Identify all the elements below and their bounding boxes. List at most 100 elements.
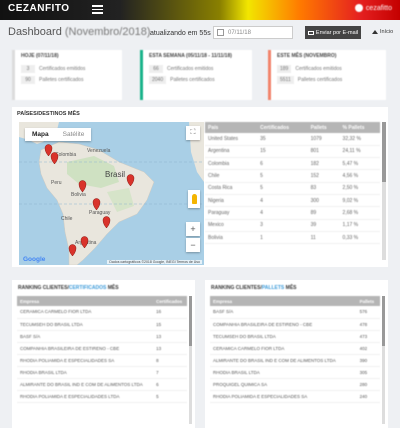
table-row[interactable]: TECUMSEH DO BRASIL LTDA 15: [17, 318, 187, 331]
heading-part: MÊS: [106, 285, 119, 291]
fullscreen-icon[interactable]: ⛶: [186, 126, 200, 140]
table-cell: 15: [257, 145, 308, 159]
table-row[interactable]: RHODIA POLIAMIDA E ESPECIALIDADES SA 240: [210, 390, 380, 404]
table-cell: 1079: [307, 133, 340, 146]
table-row[interactable]: RHODIA BRASIL LTDA 305: [210, 366, 380, 380]
table-cell: ALMIRANTE DO BRASIL IND E COM DE ALIMENT…: [210, 354, 357, 367]
table-cell: Argentina: [205, 145, 258, 159]
table-cell: Paraguay: [205, 206, 258, 220]
date-value: 07/11/18: [228, 29, 251, 36]
table-cell: 35: [257, 133, 308, 146]
table-cell: 1: [257, 231, 308, 245]
table-cell: 5,47 %: [339, 157, 380, 171]
table-cell: 13: [153, 342, 187, 355]
stat-label: Certificados emitidos: [39, 66, 86, 72]
send-email-button[interactable]: Enviar por E-mail: [305, 26, 361, 39]
zoom-out-button[interactable]: −: [186, 238, 200, 252]
countries-scrollbar[interactable]: [382, 122, 386, 260]
col-header[interactable]: Empresa: [17, 296, 154, 306]
update-countdown: atualizando em 55s: [150, 30, 211, 37]
pegman-icon[interactable]: [188, 190, 200, 208]
table-row[interactable]: Paraguay 4 89 2,68 %: [205, 206, 380, 220]
table-cell: 83: [307, 182, 340, 195]
table-cell: 5: [257, 169, 308, 183]
table-cell: 576: [356, 306, 380, 319]
table-cell: 39: [307, 219, 340, 232]
table-cell: 1,17 %: [339, 219, 380, 232]
table-row[interactable]: CERAMICA CARMELO FIOR LTDA 402: [210, 342, 380, 355]
map-attribution[interactable]: Dados cartográficos ©2018 Google, INEGI …: [107, 260, 202, 264]
table-row[interactable]: Nigeria 4 300 9,02 %: [205, 194, 380, 208]
table-row[interactable]: CERAMICA CARMELO FIOR LTDA 16: [17, 306, 187, 319]
table-cell: Mexico: [205, 219, 258, 232]
table-row[interactable]: RHODIA POLIAMIDA E ESPECIALIDADES SA 8: [17, 354, 187, 367]
ranking-heading: RANKING CLIENTES/CERTIFICADOS MÊS: [18, 285, 119, 291]
menu-icon[interactable]: [92, 5, 103, 14]
tab-satellite[interactable]: Satélite: [62, 131, 85, 138]
table-cell: 32,32 %: [339, 133, 380, 146]
page-title-text: Dashboard: [8, 26, 62, 38]
table-row[interactable]: COMPANHIA BRASILEIRA DE ESTIRENO - CBE 13: [17, 342, 187, 355]
table-cell: BASF S/A: [17, 330, 154, 343]
mail-icon: [307, 30, 314, 35]
stat-row: 5511 Palletes certificados: [277, 76, 380, 84]
col-header[interactable]: Pallets: [356, 296, 380, 306]
table-cell: 11: [307, 231, 340, 245]
stat-row: 90 Palletes certificados: [21, 76, 116, 84]
table-cell: 7: [153, 366, 187, 380]
table-row[interactable]: BASF S/A 576: [210, 306, 380, 319]
svg-text:Chile: Chile: [61, 216, 73, 222]
table-row[interactable]: ALMIRANTE DO BRASIL IND E COM DE ALIMENT…: [17, 378, 187, 392]
zoom-in-button[interactable]: +: [186, 222, 200, 236]
ranking-pallets-table: Empresa Pallets BASF S/A 576 COMPANHIA BRA…: [210, 296, 380, 404]
table-row[interactable]: COMPANHIA BRASILEIRA DE ESTIRENO - CBE 47…: [210, 318, 380, 331]
table-row[interactable]: RHODIA POLIAMIDA E ESPECIALIDADES LTDA 5: [17, 390, 187, 404]
table-cell: 478: [356, 318, 380, 331]
table-cell: 300: [307, 194, 340, 208]
stat-label: Palletes certificados: [39, 77, 84, 83]
brand-logo[interactable]: CEZANFITO: [8, 3, 70, 14]
date-input[interactable]: 07/11/18: [213, 26, 293, 39]
table-row[interactable]: Chile 5 152 4,56 %: [205, 169, 380, 183]
heading-part: RANKING CLIENTES/: [211, 285, 262, 291]
map-view[interactable]: Venezuela Colombia Brasil Peru Bolivia P…: [19, 122, 204, 265]
table-cell: 16: [153, 306, 187, 319]
table-row[interactable]: Costa Rica 5 83 2,50 %: [205, 182, 380, 195]
table-row[interactable]: RHODIA BRASIL LTDA 7: [17, 366, 187, 380]
table-cell: 9,02 %: [339, 194, 380, 208]
table-row[interactable]: Colombia 6 182 5,47 %: [205, 157, 380, 171]
table-row[interactable]: TECUMSEH DO BRASIL LTDA 473: [210, 330, 380, 343]
col-header[interactable]: País: [205, 122, 258, 133]
table-cell: 0,33 %: [339, 231, 380, 245]
table-cell: CERAMICA CARMELO FIOR LTDA: [210, 342, 357, 355]
user-menu[interactable]: cezafitto: [354, 4, 392, 12]
table-cell: TECUMSEH DO BRASIL LTDA: [210, 330, 357, 343]
ranking-certificados-table: Empresa Certificados CERAMICA CARMELO FI…: [17, 296, 187, 404]
table-cell: 305: [356, 366, 380, 380]
ranking-scrollbar[interactable]: [189, 296, 192, 424]
table-cell: Colombia: [205, 157, 258, 171]
table-row[interactable]: PROQUIGEL QUIMICA SA 280: [210, 378, 380, 392]
countries-heading: PAÍSES/DESTINOS MÊS: [17, 111, 80, 117]
table-cell: TECUMSEH DO BRASIL LTDA: [17, 318, 154, 331]
table-row[interactable]: ALMIRANTE DO BRASIL IND E COM DE ALIMENT…: [210, 354, 380, 367]
table-row[interactable]: Bolivia 1 11 0,33 %: [205, 231, 380, 245]
col-header[interactable]: % Pallets: [339, 122, 380, 133]
home-link[interactable]: Início: [372, 29, 393, 35]
col-header[interactable]: Empresa: [210, 296, 357, 306]
table-cell: 3: [257, 219, 308, 232]
ranking-scrollbar[interactable]: [382, 296, 385, 424]
col-header[interactable]: Pallets: [307, 122, 340, 133]
tab-map[interactable]: Mapa: [32, 131, 49, 138]
table-row[interactable]: Argentina 15 801 24,11 %: [205, 145, 380, 159]
table-row[interactable]: United States 35 1079 32,32 %: [205, 133, 380, 146]
table-row[interactable]: Mexico 3 39 1,17 %: [205, 219, 380, 232]
home-label: Início: [380, 29, 394, 35]
stat-row: 3 Certificados emitidos: [21, 65, 116, 73]
table-row[interactable]: BASF S/A 13: [17, 330, 187, 343]
svg-text:Peru: Peru: [51, 180, 62, 186]
stat-label: Certificados emitidos: [167, 66, 214, 72]
table-cell: Chile: [205, 169, 258, 183]
col-header[interactable]: Certificados: [257, 122, 308, 133]
col-header[interactable]: Certificados: [153, 296, 187, 306]
